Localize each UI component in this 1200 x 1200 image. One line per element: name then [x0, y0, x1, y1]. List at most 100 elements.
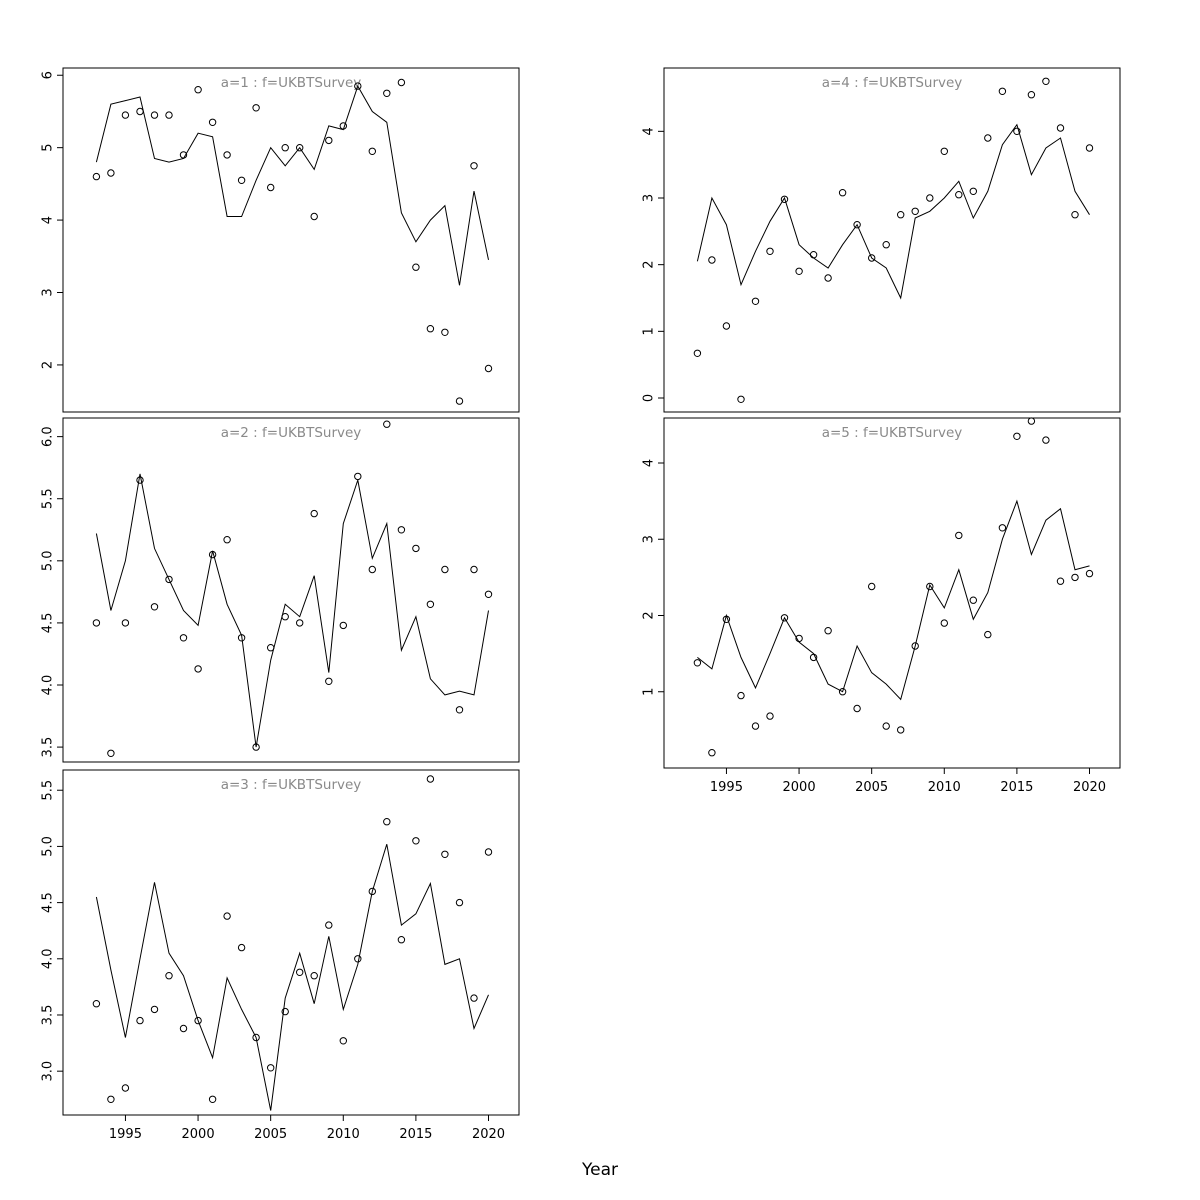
data-point	[136, 476, 144, 484]
x-tick-label: 2000	[783, 780, 816, 795]
data-point	[1027, 417, 1036, 425]
panel-border	[663, 67, 1121, 413]
data-point	[165, 972, 173, 980]
x-tick-label: 2015	[1000, 780, 1033, 795]
data-point	[368, 565, 376, 574]
data-point	[237, 634, 246, 642]
data-point	[809, 653, 818, 662]
data-point	[339, 621, 347, 630]
data-point	[223, 151, 231, 159]
y-tick-label: 5.0	[40, 836, 55, 857]
data-point	[179, 1024, 188, 1033]
data-point	[940, 619, 948, 627]
data-point	[383, 420, 391, 428]
data-point	[383, 818, 391, 826]
x-tick-label: 2015	[399, 1127, 432, 1142]
data-point	[194, 1016, 202, 1025]
panel-border	[62, 417, 520, 763]
y-tick-label: 4.0	[40, 948, 55, 969]
data-point	[1071, 573, 1079, 582]
data-point	[121, 619, 130, 627]
panel-a3: a=3 : f=UKBTSurvey 3.0 3.5 4.0 4.5 5.0 5.5 1995…	[40, 769, 520, 1142]
y-tick-label: 4.0	[40, 675, 55, 696]
panel-title: a=5 : f=UKBTSurvey	[822, 425, 963, 441]
fitted-line	[95, 844, 489, 1111]
x-tick-label: 2005	[855, 780, 888, 795]
data-point	[237, 943, 246, 952]
y-tick-label: 4.5	[40, 613, 55, 634]
y-tick-label: 3.5	[40, 1005, 55, 1026]
panel-border	[62, 769, 520, 1116]
data-point	[824, 274, 832, 282]
data-point	[208, 550, 217, 559]
data-point	[208, 118, 217, 127]
data-point	[150, 603, 159, 611]
data-point	[150, 111, 159, 119]
data-point	[107, 749, 115, 757]
data-point	[824, 627, 832, 635]
data-point	[1056, 577, 1065, 585]
data-point	[412, 544, 420, 553]
y-tick-label: 1	[641, 327, 656, 335]
fitted-line	[697, 499, 1090, 701]
panel-a4: a=4 : f=UKBTSurvey 0 1 2 3 4	[641, 67, 1121, 413]
data-point	[92, 1000, 101, 1008]
data-point	[998, 87, 1007, 96]
y-tick-label: 3.0	[40, 1061, 55, 1082]
data-point	[383, 89, 391, 98]
data-point	[223, 912, 231, 920]
data-point	[484, 590, 493, 598]
data-point	[940, 147, 948, 156]
data-point	[693, 349, 702, 357]
y-tick-label: 2	[641, 261, 656, 269]
x-tick-label: 2010	[928, 780, 961, 795]
data-point	[252, 743, 260, 751]
data-point	[397, 78, 406, 87]
data-point	[708, 256, 716, 264]
fitted-line	[95, 84, 489, 286]
data-point	[296, 968, 304, 976]
panel-border	[663, 417, 1121, 769]
data-point	[281, 144, 289, 152]
data-point	[412, 837, 420, 845]
data-point	[911, 207, 919, 216]
data-point	[121, 111, 130, 119]
data-point	[194, 665, 202, 673]
y-tick-label: 6.0	[40, 426, 55, 447]
data-point	[708, 749, 716, 757]
data-point	[853, 221, 861, 229]
data-point	[281, 613, 289, 621]
panel-title: a=4 : f=UKBTSurvey	[822, 75, 963, 91]
data-point	[984, 630, 992, 639]
data-point	[1085, 144, 1094, 152]
data-point	[998, 524, 1007, 532]
x-tick-label: 2005	[254, 1127, 287, 1142]
data-point	[107, 169, 115, 177]
data-point	[1056, 124, 1065, 132]
data-point	[92, 619, 101, 627]
data-point	[838, 688, 847, 696]
data-point	[455, 397, 464, 405]
data-point	[339, 122, 347, 130]
y-tick-label: 5.5	[40, 488, 55, 509]
data-point	[722, 615, 731, 623]
data-point	[136, 1016, 144, 1025]
data-point	[267, 644, 275, 652]
data-point	[267, 1064, 275, 1072]
data-point	[737, 691, 745, 700]
data-point	[165, 111, 173, 119]
data-point	[441, 850, 449, 858]
data-point	[780, 614, 789, 622]
y-tick-label: 3	[40, 288, 55, 296]
data-point	[107, 1095, 115, 1104]
data-point	[252, 104, 260, 112]
data-point	[150, 1005, 159, 1014]
data-point	[926, 582, 934, 591]
data-point	[354, 955, 362, 963]
data-point	[1071, 211, 1079, 219]
y-tick-label: 3	[641, 194, 656, 202]
x-tick-label: 1995	[710, 780, 743, 795]
y-tick-label: 1	[641, 688, 656, 696]
panel-title: a=3 : f=UKBTSurvey	[221, 777, 362, 793]
data-point	[1013, 127, 1021, 136]
